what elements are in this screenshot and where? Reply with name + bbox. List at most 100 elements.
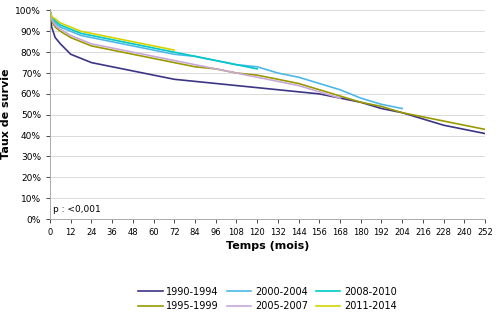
2000-2004 — [275, 71, 281, 75]
2000-2004 — [130, 44, 136, 48]
2005-2007 — [275, 80, 281, 83]
1990-1994 — [212, 82, 218, 85]
2000-2004 — [109, 40, 115, 44]
2000-2004 — [88, 36, 94, 39]
1990-1994 — [68, 52, 73, 56]
1990-1994 — [52, 36, 58, 39]
1990-1994 — [378, 107, 384, 110]
2000-2004 — [192, 54, 198, 58]
1990-1994 — [192, 80, 198, 83]
1990-1994 — [482, 132, 488, 136]
2008-2010 — [150, 46, 156, 50]
Line: 1995-1999: 1995-1999 — [50, 10, 485, 129]
2008-2010 — [254, 67, 260, 71]
1990-1994 — [78, 57, 84, 60]
2011-2014 — [88, 32, 94, 35]
1990-1994 — [48, 25, 54, 29]
1995-1999 — [47, 8, 53, 12]
2008-2010 — [78, 32, 84, 35]
1990-1994 — [254, 86, 260, 90]
1990-1994 — [88, 61, 94, 64]
2000-2004 — [172, 52, 177, 56]
2008-2010 — [234, 63, 239, 67]
1990-1994 — [296, 90, 302, 94]
2011-2014 — [109, 36, 115, 39]
2008-2010 — [88, 33, 94, 37]
1990-1994 — [440, 123, 446, 127]
2005-2007 — [234, 71, 239, 75]
2000-2004 — [52, 21, 58, 25]
1990-1994 — [109, 65, 115, 69]
2008-2010 — [172, 50, 177, 54]
Line: 2008-2010: 2008-2010 — [50, 10, 257, 69]
2000-2004 — [399, 107, 405, 110]
1990-1994 — [172, 77, 177, 81]
1995-1999 — [68, 36, 73, 39]
1995-1999 — [172, 61, 177, 64]
1995-1999 — [234, 71, 239, 75]
2005-2007 — [88, 42, 94, 46]
1990-1994 — [58, 42, 64, 46]
Y-axis label: Taux de survie: Taux de survie — [1, 69, 11, 160]
2000-2004 — [296, 75, 302, 79]
1995-1999 — [109, 48, 115, 52]
2005-2007 — [296, 84, 302, 87]
2011-2014 — [130, 40, 136, 44]
2008-2010 — [68, 27, 73, 31]
2008-2010 — [109, 38, 115, 42]
1995-1999 — [58, 29, 64, 33]
1995-1999 — [150, 57, 156, 60]
1995-1999 — [316, 88, 322, 92]
2005-2007 — [130, 50, 136, 54]
2000-2004 — [358, 96, 364, 100]
Line: 1990-1994: 1990-1994 — [50, 10, 485, 134]
2008-2010 — [58, 23, 64, 27]
X-axis label: Temps (mois): Temps (mois) — [226, 241, 309, 251]
Line: 2011-2014: 2011-2014 — [50, 10, 174, 50]
1990-1994 — [316, 92, 322, 96]
1990-1994 — [462, 127, 468, 131]
2011-2014 — [58, 21, 64, 25]
2000-2004 — [316, 82, 322, 85]
2000-2004 — [234, 63, 239, 67]
1990-1994 — [47, 8, 53, 12]
2000-2004 — [212, 59, 218, 62]
1990-1994 — [399, 111, 405, 115]
2011-2014 — [47, 8, 53, 12]
1995-1999 — [378, 105, 384, 108]
2011-2014 — [52, 17, 58, 21]
2008-2010 — [47, 8, 53, 12]
1990-1994 — [358, 100, 364, 104]
2005-2007 — [150, 54, 156, 58]
1995-1999 — [296, 82, 302, 85]
2005-2007 — [78, 38, 84, 42]
2011-2014 — [172, 48, 177, 52]
2000-2004 — [78, 33, 84, 37]
2011-2014 — [68, 25, 73, 29]
1995-1999 — [420, 115, 426, 119]
Text: p : <0,001: p : <0,001 — [54, 205, 101, 214]
1995-1999 — [482, 127, 488, 131]
2005-2007 — [52, 23, 58, 27]
1990-1994 — [420, 117, 426, 121]
2000-2004 — [254, 65, 260, 69]
2000-2004 — [150, 48, 156, 52]
1990-1994 — [130, 69, 136, 73]
1990-1994 — [234, 84, 239, 87]
1995-1999 — [358, 100, 364, 104]
2000-2004 — [58, 25, 64, 29]
Line: 2000-2004: 2000-2004 — [50, 10, 402, 109]
2005-2007 — [172, 59, 177, 62]
1995-1999 — [337, 94, 343, 98]
2011-2014 — [78, 29, 84, 33]
2008-2010 — [212, 59, 218, 62]
2000-2004 — [47, 8, 53, 12]
2008-2010 — [48, 15, 54, 18]
2000-2004 — [337, 88, 343, 92]
1990-1994 — [337, 96, 343, 100]
1990-1994 — [275, 88, 281, 92]
Legend: 1990-1994, 1995-1999, 2000-2004, 2005-2007, 2008-2010, 2011-2014: 1990-1994, 1995-1999, 2000-2004, 2005-20… — [134, 283, 400, 313]
2005-2007 — [68, 33, 73, 37]
2005-2007 — [48, 17, 54, 21]
2005-2007 — [58, 27, 64, 31]
